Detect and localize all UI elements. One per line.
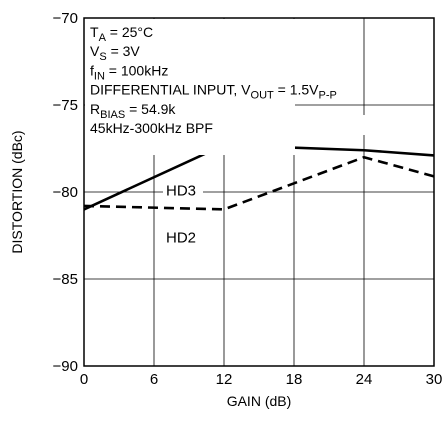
x-tick-label: 0 (80, 371, 88, 388)
x-tick-label: 6 (150, 371, 158, 388)
annotation-text-part: = 54.9k (125, 101, 176, 117)
series-lines: HD3 HD2 (83, 143, 435, 246)
series-label-backdrop (163, 181, 203, 200)
annotation-text-part: = 100kHz (105, 62, 168, 78)
annotation-backdrop (85, 135, 295, 155)
annotation-backdrop (85, 115, 397, 135)
y-tick-label: −80 (53, 184, 78, 201)
x-axis-label: GAIN (dB) (227, 393, 292, 409)
annotation-text-part: DIFFERENTIAL INPUT, V (90, 82, 251, 98)
annotation-rbias: RBIAS = 54.9k (90, 101, 176, 121)
annotation-text-part: OUT (251, 90, 275, 102)
y-axis-label: DISTORTION (dBc) (9, 130, 25, 253)
y-tick-label: −90 (53, 358, 78, 375)
y-tick-label: −70 (53, 10, 78, 27)
annotation-text-part: V (90, 43, 100, 59)
annotation-text-part: P-P (319, 90, 337, 102)
annotation-text-part: T (90, 24, 99, 40)
annotation-diff: DIFFERENTIAL INPUT, VOUT = 1.5VP-P (90, 82, 337, 102)
annotation-text-part: BIAS (100, 109, 125, 121)
series-line-hd2 (83, 155, 435, 211)
annotation-bpf: 45kHz-300kHz BPF (90, 120, 213, 136)
annotation-backdrop (85, 19, 295, 115)
annotation-text-part: f (90, 62, 94, 78)
annotation-text-part: = 25°C (106, 24, 153, 40)
y-tick-label: −85 (53, 271, 78, 288)
x-tick-label: 18 (286, 371, 303, 388)
x-tick-label: 12 (216, 371, 233, 388)
annotation-text-part: A (99, 32, 107, 44)
annotation-text-part: 45kHz-300kHz BPF (90, 120, 213, 136)
plot-frame (83, 17, 435, 367)
x-tick-label: 24 (356, 371, 373, 388)
x-tick-label: 30 (426, 371, 443, 388)
annotation-text-part: = 1.5V (274, 82, 319, 98)
annotation-text-part: = 3V (107, 43, 141, 59)
annotation-text-part: IN (94, 70, 105, 82)
tick-labels: 0 6 12 18 24 30 −70 −75 −80 −85 −90 (53, 10, 443, 388)
series-label-hd2: HD2 (166, 229, 196, 246)
series-label-hd3: HD3 (166, 182, 196, 199)
annotation-vs: VS = 3V (90, 43, 140, 63)
annotation-ta: TA = 25°C (90, 24, 153, 44)
annotation-text-part: S (99, 51, 106, 63)
annotation-text-part: R (90, 101, 100, 117)
annotation-fin: fIN = 100kHz (90, 62, 168, 82)
y-tick-label: −75 (53, 97, 78, 114)
